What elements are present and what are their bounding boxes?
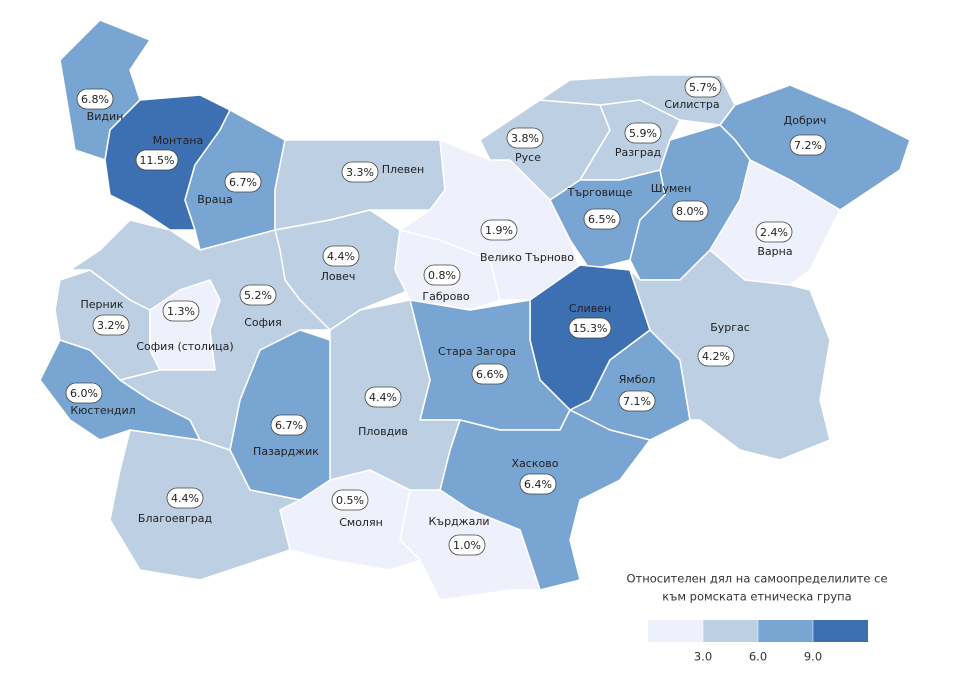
value-bubble: [624, 122, 662, 144]
region-name: Видин: [87, 110, 124, 123]
value-label: 3.2%: [97, 319, 125, 332]
value-bubble: [448, 534, 486, 556]
value-label: 7.2%: [794, 139, 822, 152]
region-name: Пловдив: [358, 425, 408, 438]
value-label: 1.3%: [167, 305, 195, 318]
value-bubble: [239, 284, 277, 306]
value-bubble: [331, 489, 369, 511]
legend-title: към ромската етническа група: [662, 590, 851, 604]
value-label: 11.5%: [140, 154, 175, 167]
value-label: 6.7%: [229, 176, 257, 189]
legend-tick-label: 6.0: [749, 650, 767, 664]
value-bubble: [519, 473, 557, 495]
value-label: 2.4%: [760, 226, 788, 239]
value-bubble: [506, 127, 544, 149]
value-label: 8.0%: [676, 205, 704, 218]
value-bubble: [76, 88, 114, 110]
region: [69, 219, 331, 451]
value-label: 1.0%: [453, 539, 481, 552]
region-name: Смолян: [339, 516, 383, 529]
value-label: 0.8%: [428, 269, 456, 282]
region-name: Шумен: [651, 182, 692, 195]
region-name: Добрич: [784, 114, 827, 127]
value-label: 5.2%: [244, 289, 272, 302]
legend-swatch: [758, 620, 813, 642]
region-name: Ловеч: [321, 270, 356, 283]
region-name: Плевен: [382, 163, 425, 176]
value-bubble: [697, 345, 735, 367]
value-label: 6.4%: [524, 478, 552, 491]
value-bubble: [618, 390, 656, 412]
value-bubble: [423, 264, 461, 286]
region-name: София: [244, 316, 282, 329]
value-bubble: [270, 414, 308, 436]
region-name: Враца: [197, 193, 233, 206]
region-name: Русе: [515, 151, 541, 164]
value-label: 6.6%: [476, 368, 504, 381]
region-name: Кърджали: [429, 515, 490, 528]
value-bubble: [789, 134, 827, 156]
value-label: 0.5%: [336, 494, 364, 507]
value-bubble: [684, 76, 722, 98]
value-bubble: [568, 317, 612, 339]
value-label: 5.9%: [629, 127, 657, 140]
region-name: Разград: [615, 146, 662, 159]
legend-tick-label: 3.0: [694, 650, 712, 664]
value-label: 3.8%: [511, 132, 539, 145]
value-bubble: [364, 386, 402, 408]
value-label: 4.4%: [327, 250, 355, 263]
region-name: Сливен: [569, 302, 611, 315]
value-bubble: [65, 382, 103, 404]
value-label: 7.1%: [623, 395, 651, 408]
region-name: Търговище: [567, 186, 633, 199]
value-bubble: [224, 171, 262, 193]
value-bubble: [583, 208, 621, 230]
value-bubble: [755, 221, 793, 243]
region-name: Стара Загора: [438, 345, 516, 358]
region: [274, 139, 446, 231]
region-name: Варна: [757, 245, 792, 258]
value-label: 6.8%: [81, 93, 109, 106]
value-label: 5.7%: [689, 81, 717, 94]
value-bubble: [92, 314, 130, 336]
value-label: 3.3%: [346, 166, 374, 179]
region-name: Силистра: [664, 98, 719, 111]
region-name: София (столица): [136, 340, 233, 353]
value-bubble: [471, 363, 509, 385]
value-bubble: [322, 245, 360, 267]
value-bubble: [162, 300, 200, 322]
legend-swatch: [703, 620, 758, 642]
value-label: 1.9%: [485, 224, 513, 237]
legend-swatch: [813, 620, 868, 642]
value-label: 6.0%: [70, 387, 98, 400]
region-name: Пазарджик: [253, 445, 319, 458]
value-label: 4.4%: [369, 391, 397, 404]
region-name: Велико Търново: [480, 251, 574, 264]
region-name: Благоевград: [138, 512, 213, 525]
region-name: Габрово: [422, 290, 469, 303]
legend-title: Относителен дял на самоопределилите се: [626, 572, 887, 586]
value-label: 6.5%: [588, 213, 616, 226]
region-name: Кюстендил: [70, 404, 135, 417]
region-name: Ямбол: [619, 373, 656, 386]
value-label: 6.7%: [275, 419, 303, 432]
region-name: Перник: [80, 298, 123, 311]
value-label: 4.2%: [702, 350, 730, 363]
value-bubble: [671, 200, 709, 222]
legend: 3.0 6.0 9.0: [648, 620, 868, 664]
region-name: Хасково: [512, 457, 559, 470]
value-label: 4.4%: [171, 492, 199, 505]
region-name: Бургас: [710, 321, 750, 334]
labels: Видин 6.8% Монтана 11.5% Враца 6.7% Плевен 3.3%…: [65, 76, 827, 556]
value-bubble: [135, 149, 179, 171]
region-name: Монтана: [153, 134, 204, 147]
value-bubble: [480, 219, 518, 241]
legend-tick-label: 9.0: [804, 650, 822, 664]
legend-swatch: [648, 620, 703, 642]
value-bubble: [341, 161, 379, 183]
value-label: 15.3%: [573, 322, 608, 335]
value-bubble: [166, 487, 204, 509]
